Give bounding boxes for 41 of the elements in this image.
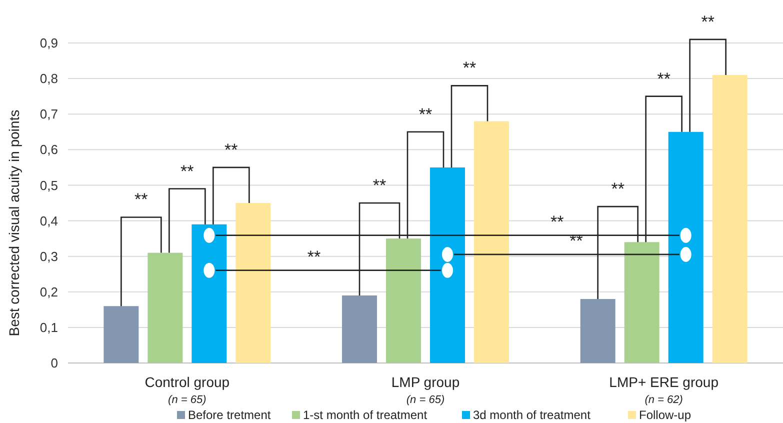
y-tick-label: 0,6 <box>40 142 58 158</box>
annotation: ** <box>224 140 238 160</box>
bar <box>430 167 465 363</box>
bar <box>236 203 271 363</box>
bar <box>148 252 183 363</box>
annotation: ** <box>180 162 194 181</box>
y-tick-label: 0 <box>50 356 58 371</box>
bar <box>668 132 704 363</box>
x-tick-label: Control group (n = 65) <box>144 374 230 406</box>
annotation: ** <box>307 247 322 266</box>
annotation: ** <box>550 212 564 232</box>
bar <box>712 75 748 363</box>
bar <box>192 224 227 363</box>
legend-label: 3d month of treatment <box>473 408 592 422</box>
legend-label: 1-st month of treatment <box>303 408 428 422</box>
bar <box>580 299 616 363</box>
annotation: ** <box>462 58 476 78</box>
annotation: ** <box>372 176 386 195</box>
bar <box>624 242 660 363</box>
bar <box>386 238 421 363</box>
x-tick-label: LMP group (n = 65) <box>391 374 460 406</box>
y-tick-label: 0,2 <box>40 284 58 300</box>
legend-label: Before tretment <box>188 408 272 422</box>
y-tick-label: 0,1 <box>40 320 58 335</box>
y-axis-title: Best corrected visual acuity in points <box>6 110 22 336</box>
y-tick-label: 0,8 <box>40 71 58 86</box>
bar <box>342 295 377 363</box>
text: ** <box>701 12 715 32</box>
y-tick-label: 0,3 <box>40 248 58 264</box>
annotation: ** <box>657 69 671 88</box>
x-tick-label: LMP+ ERE group (n = 62) <box>609 374 719 406</box>
bar <box>104 306 139 363</box>
bar <box>474 121 509 363</box>
annotation: ** <box>418 104 432 124</box>
y-tick-label: 0,9 <box>40 36 58 51</box>
y-tick-label: 0,7 <box>40 106 58 122</box>
annotation: ** <box>134 190 148 210</box>
y-tick-label: 0,4 <box>40 213 58 228</box>
legend-label: Follow-up <box>639 408 692 422</box>
y-tick-label: 0,5 <box>40 178 58 193</box>
annotation: ** <box>611 180 625 199</box>
